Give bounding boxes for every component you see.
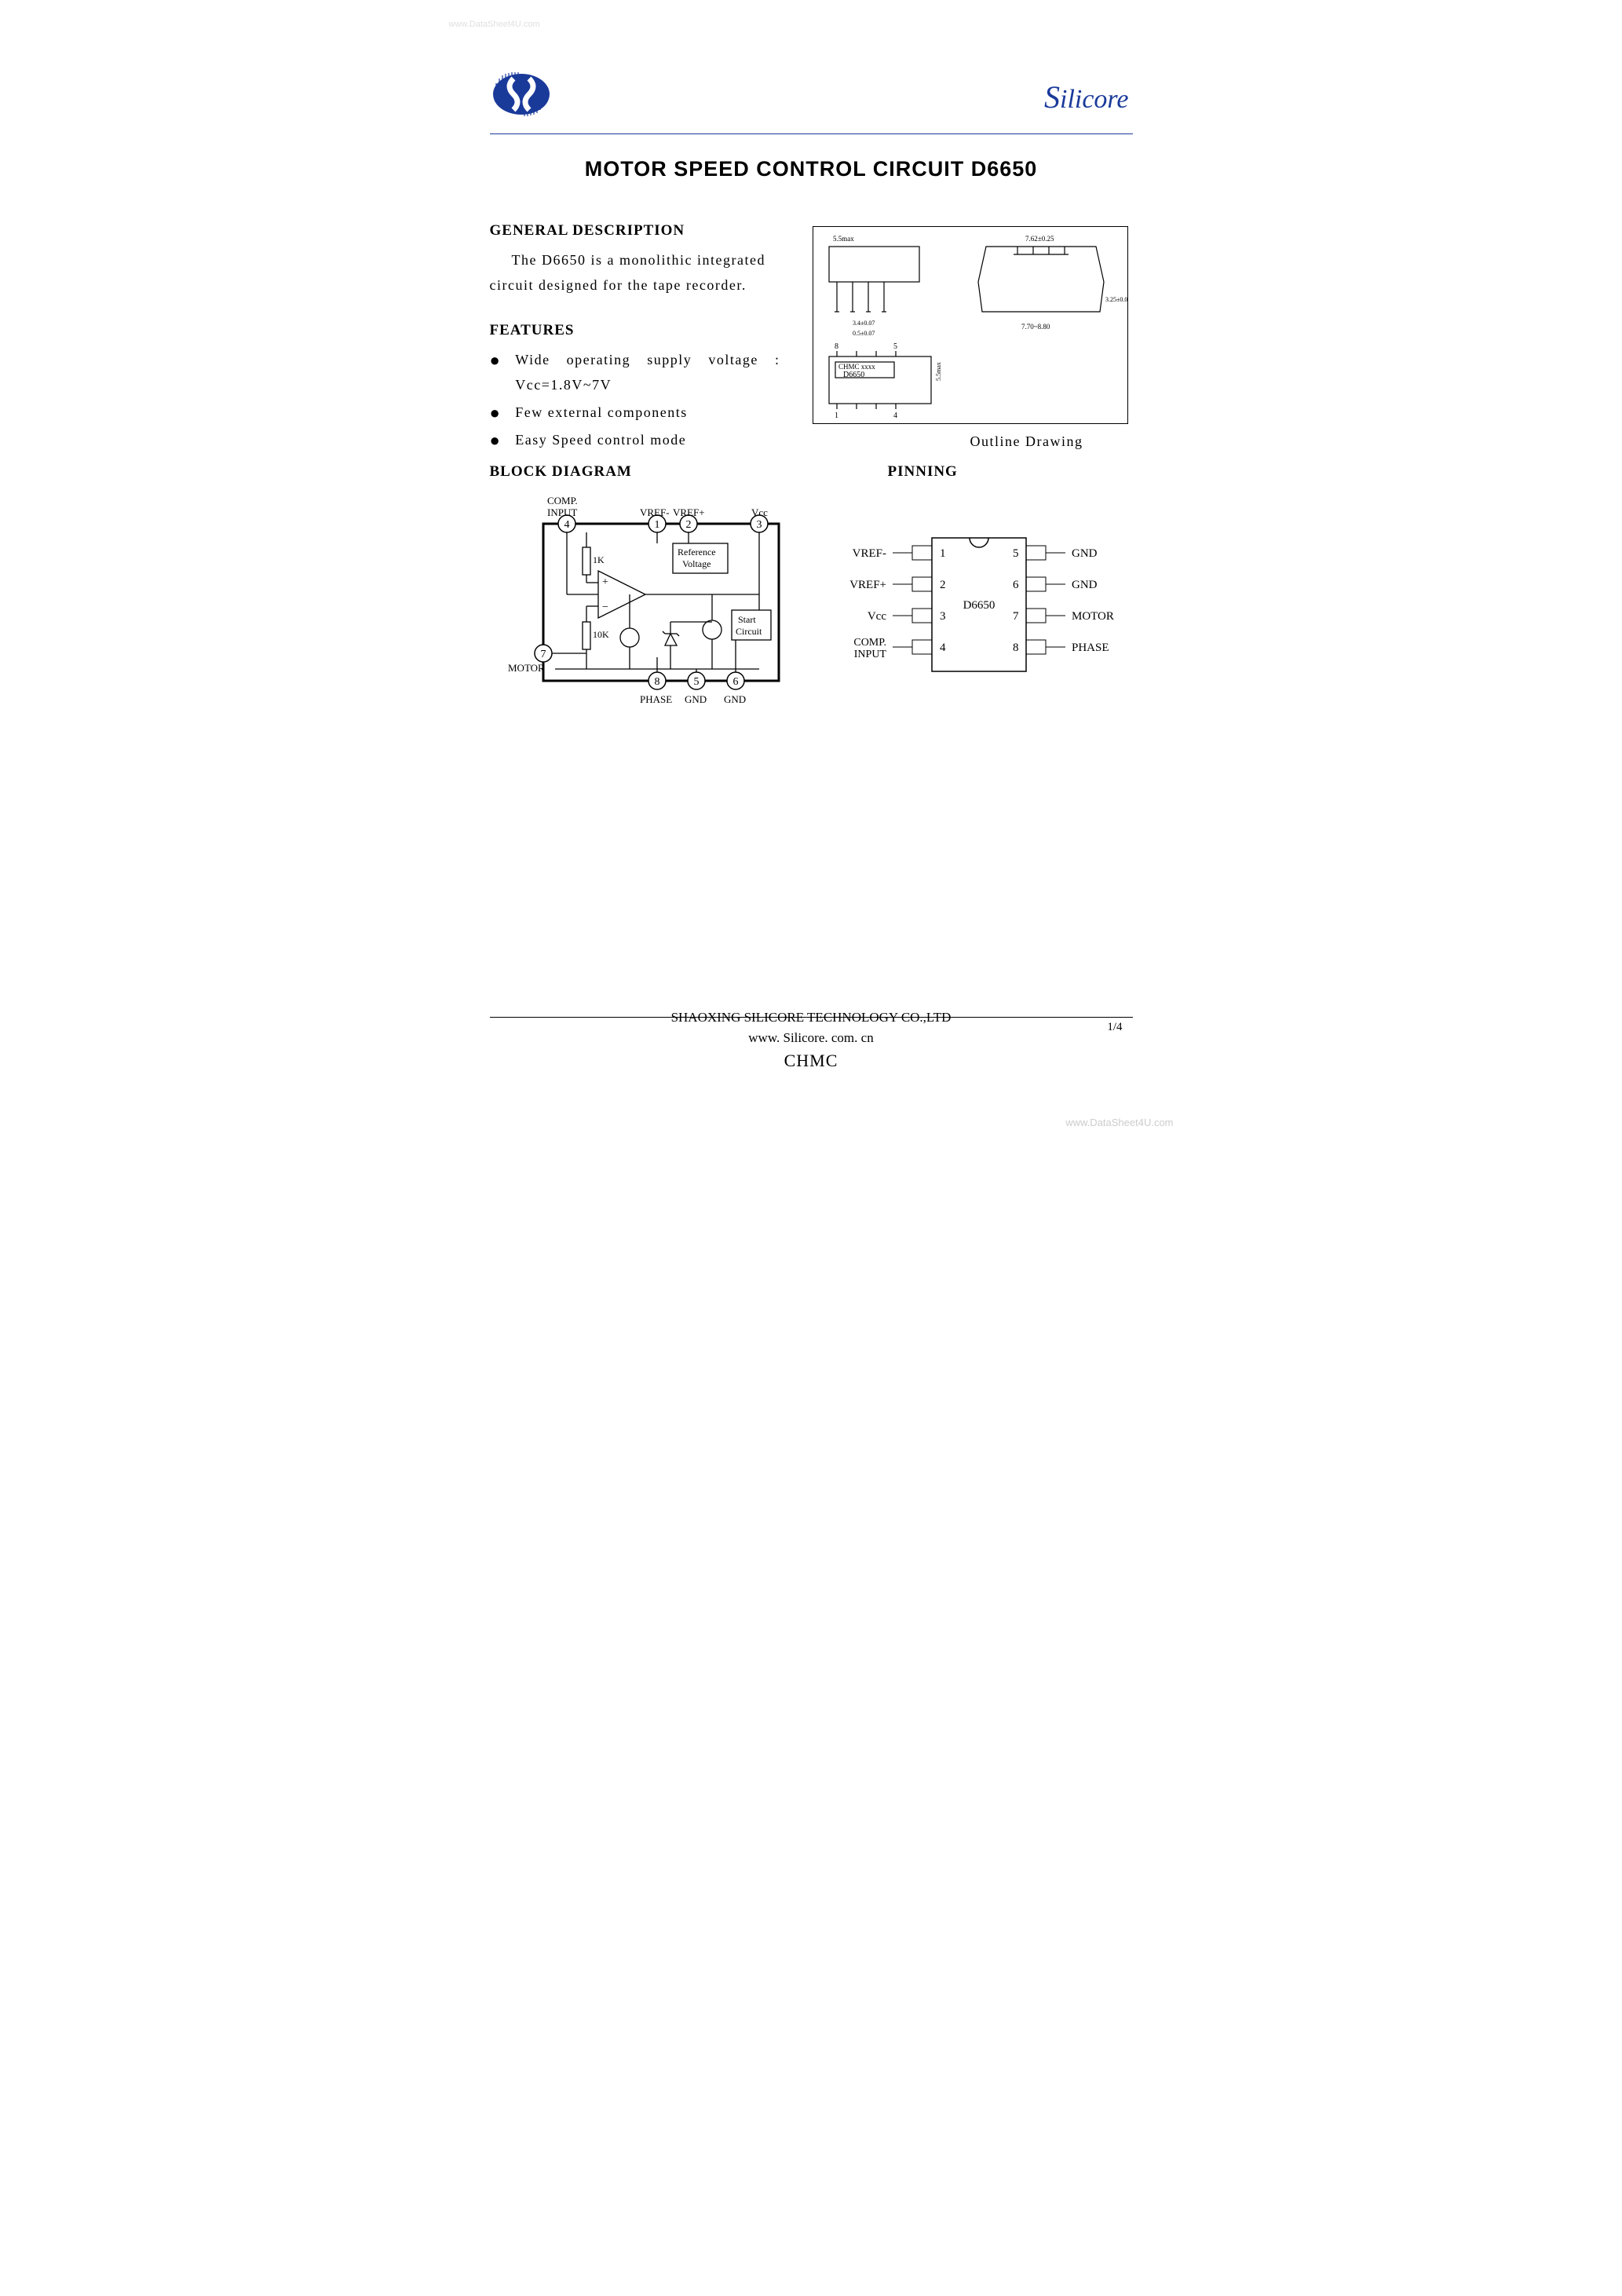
- watermark-top: www.DataSheet4U.com: [449, 20, 540, 29]
- section-pinning: PINNING: [888, 463, 958, 481]
- pin-num: 8: [835, 342, 838, 351]
- pin-num: 6: [732, 676, 738, 688]
- pin-num: 4: [940, 642, 946, 654]
- pin-label: COMP.: [547, 495, 578, 506]
- features-list: ● Wide operating supply voltage : Vcc=1.…: [490, 347, 780, 453]
- bullet-icon: ●: [490, 347, 502, 398]
- pin-num: 4: [564, 519, 569, 531]
- pin-label: PHASE: [640, 693, 672, 705]
- pin-num: 5: [1013, 547, 1019, 560]
- feature-item: ● Easy Speed control mode: [490, 427, 780, 453]
- chip-marking: D6650: [843, 371, 864, 379]
- feature-text: Few external components: [515, 400, 780, 426]
- feature-text: Easy Speed control mode: [515, 427, 780, 453]
- chip-name: D6650: [963, 599, 995, 612]
- footer-chmc: CHMC: [490, 1047, 1133, 1073]
- opamp-plus: +: [602, 576, 608, 588]
- pin-label: COMP.: [853, 637, 886, 649]
- dim-label: 7.70~8.80: [1021, 323, 1050, 331]
- box-label: Voltage: [682, 558, 711, 569]
- pinning-diagram: D6650 1 VREF- 2 VREF+ 3 Vcc 4 COMP. INPU…: [838, 526, 1128, 683]
- resistor-label: 10K: [593, 629, 609, 640]
- pin-label: VREF-: [852, 547, 886, 560]
- outline-drawing: 5.5max 3.4±0.07 0.5±0.07 7.62±0.25 3.25±…: [813, 226, 1128, 424]
- bullet-icon: ●: [490, 427, 502, 453]
- document-title: MOTOR SPEED CONTROL CIRCUIT D6650: [490, 157, 1133, 181]
- box-label: Circuit: [736, 626, 762, 637]
- feature-item: ● Few external components: [490, 400, 780, 426]
- pin-label: VREF+: [673, 506, 705, 518]
- box-label: Reference: [678, 547, 716, 558]
- pin-label: MOTOR: [1072, 610, 1114, 623]
- brand-text: Silicore: [1044, 79, 1129, 115]
- pin-label: INPUT: [547, 506, 577, 518]
- header: Silicore: [490, 71, 1133, 134]
- pin-num: 8: [1013, 642, 1019, 654]
- pin-num: 1: [835, 411, 838, 420]
- general-description: The D6650 is a monolithic integrated cir…: [490, 247, 780, 298]
- dim-label: 3.25±0.07: [1105, 296, 1127, 303]
- footer: SHAOXING SILICORE TECHNOLOGY CO.,LTD www…: [490, 1007, 1133, 1073]
- pin-label: MOTOR: [508, 662, 545, 674]
- feature-item: ● Wide operating supply voltage : Vcc=1.…: [490, 347, 780, 398]
- pin-num: 2: [685, 519, 691, 531]
- pin-label: PHASE: [1072, 642, 1109, 654]
- footer-company: SHAOXING SILICORE TECHNOLOGY CO.,LTD: [490, 1007, 1133, 1028]
- pin-num: 4: [893, 411, 897, 420]
- pin-num: 8: [654, 676, 659, 688]
- pin-num: 7: [1013, 610, 1019, 623]
- pin-label: GND: [1072, 547, 1098, 560]
- pin-label: VREF+: [849, 579, 886, 591]
- chip-marking: CHMC xxxx: [838, 363, 875, 371]
- pin-label: GND: [724, 693, 746, 705]
- page-number: 1/4: [1107, 1021, 1122, 1034]
- brand-cap: S: [1044, 79, 1060, 115]
- pin-num: 7: [540, 649, 546, 660]
- outline-caption: Outline Drawing: [970, 433, 1083, 450]
- resistor-label: 1K: [593, 554, 605, 565]
- pin-num: 6: [1013, 579, 1019, 591]
- pin-label: GND: [1072, 579, 1098, 591]
- pin-num: 3: [756, 519, 762, 531]
- section-block: BLOCK DIAGRAM: [490, 463, 632, 481]
- datasheet-page: www.DataSheet4U.com www.DataSheet4U.com …: [406, 0, 1217, 1148]
- dim-label: 5.5max: [935, 362, 942, 381]
- block-diagram: 4 1 2 3 7 8 5 6 COMP. INPUT VREF- VREF+ …: [508, 492, 798, 704]
- company-logo: [490, 71, 553, 118]
- pin-num: 1: [940, 547, 946, 560]
- pin-label: VREF-: [640, 506, 670, 518]
- footer-url: www. Silicore. com. cn: [490, 1028, 1133, 1048]
- pin-label: INPUT: [853, 649, 886, 660]
- pin-num: 2: [940, 579, 946, 591]
- pin-label: Vcc: [867, 610, 886, 623]
- brand-rest: ilicore: [1060, 85, 1129, 114]
- pin-num: 5: [893, 342, 897, 351]
- pin-num: 1: [654, 519, 659, 531]
- pin-label: GND: [685, 693, 707, 705]
- pin-num: 3: [940, 610, 946, 623]
- watermark-bottom: www.DataSheet4U.com: [1065, 1117, 1173, 1128]
- dim-label: 0.5±0.07: [853, 330, 875, 337]
- dim-label: 7.62±0.25: [1025, 235, 1054, 243]
- bullet-icon: ●: [490, 400, 502, 426]
- dim-label: 3.4±0.07: [853, 320, 875, 327]
- opamp-minus: −: [602, 601, 608, 613]
- dim-label: 5.5max: [833, 235, 854, 243]
- pin-label: Vcc: [751, 506, 768, 518]
- box-label: Start: [738, 614, 756, 625]
- feature-text: Wide operating supply voltage : Vcc=1.8V…: [515, 347, 780, 398]
- pin-num: 5: [693, 676, 699, 688]
- pin-group-right: 5 GND 6 GND 7 MOTOR 8 PHASE: [1013, 546, 1114, 654]
